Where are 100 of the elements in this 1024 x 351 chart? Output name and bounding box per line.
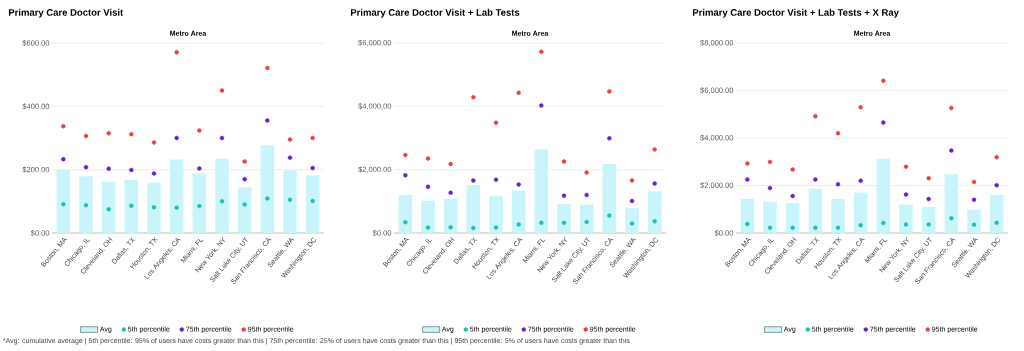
bar — [169, 159, 184, 233]
point — [539, 49, 544, 55]
point — [219, 135, 225, 141]
point — [994, 220, 999, 225]
bar — [899, 204, 913, 233]
point — [607, 136, 612, 141]
point — [471, 94, 476, 100]
point — [287, 155, 293, 160]
point — [516, 222, 521, 227]
point — [584, 192, 589, 198]
point — [561, 193, 567, 198]
point — [971, 222, 977, 227]
bar — [876, 158, 891, 233]
point — [561, 159, 567, 164]
bar — [763, 201, 777, 233]
chart-title: Primary Care Doctor Visit + Lab Tests + X Ray — [692, 8, 899, 18]
bar — [808, 188, 823, 233]
point — [813, 177, 818, 182]
point — [561, 220, 567, 226]
bar — [989, 195, 1004, 233]
bar — [283, 170, 297, 233]
point — [265, 196, 270, 201]
bar — [967, 209, 981, 233]
point — [539, 220, 544, 226]
bar — [260, 145, 275, 233]
point — [539, 103, 544, 108]
point — [790, 167, 795, 172]
point — [949, 148, 954, 153]
point — [652, 181, 657, 186]
bar — [511, 190, 526, 233]
point — [106, 131, 111, 136]
point — [129, 132, 134, 137]
point — [881, 120, 886, 125]
bar — [921, 206, 936, 233]
point — [858, 178, 863, 183]
point — [403, 173, 408, 178]
point — [652, 147, 657, 152]
bar — [56, 169, 71, 233]
point — [174, 49, 179, 55]
bar — [602, 163, 617, 233]
bar — [192, 173, 207, 233]
point — [629, 178, 635, 183]
point — [174, 135, 179, 141]
point — [287, 137, 293, 142]
point — [516, 90, 521, 95]
point — [61, 201, 66, 207]
point — [926, 196, 931, 202]
point — [835, 225, 841, 230]
point — [949, 105, 954, 111]
bar — [79, 176, 93, 233]
bar — [443, 198, 458, 233]
point — [835, 131, 841, 136]
point — [493, 120, 499, 125]
bar — [740, 198, 755, 233]
point — [493, 225, 499, 230]
point — [745, 161, 750, 166]
bar — [489, 196, 503, 233]
point — [903, 192, 909, 197]
point — [242, 202, 247, 207]
point — [174, 205, 179, 210]
bar — [625, 207, 639, 233]
point — [790, 193, 795, 199]
point — [106, 166, 111, 171]
chart-title: Primary Care Doctor Visit — [8, 8, 124, 18]
point — [813, 225, 818, 230]
point — [493, 177, 499, 182]
chart-title: Primary Care Doctor Visit + Lab Tests — [350, 8, 520, 18]
point — [994, 155, 999, 160]
point — [790, 225, 795, 230]
point — [129, 203, 134, 208]
point — [287, 197, 293, 202]
point — [61, 157, 66, 162]
point — [767, 225, 773, 230]
bar — [579, 204, 594, 233]
point — [858, 222, 863, 228]
point — [425, 225, 431, 230]
point — [61, 124, 66, 129]
bar — [237, 187, 252, 233]
bar — [944, 174, 959, 233]
point — [403, 220, 408, 225]
point — [971, 197, 977, 202]
point — [607, 213, 612, 218]
point — [197, 128, 202, 133]
point — [516, 182, 521, 187]
point — [197, 166, 202, 171]
point — [745, 221, 750, 227]
point — [242, 159, 247, 164]
point — [151, 140, 157, 145]
point — [83, 164, 89, 170]
point — [129, 167, 134, 173]
point — [471, 178, 476, 183]
point — [903, 222, 909, 227]
point — [926, 175, 931, 181]
bar — [557, 204, 571, 233]
point — [83, 133, 89, 139]
point — [310, 165, 315, 171]
point — [994, 183, 999, 188]
point — [629, 198, 635, 204]
bar — [215, 158, 229, 233]
point — [471, 225, 476, 231]
